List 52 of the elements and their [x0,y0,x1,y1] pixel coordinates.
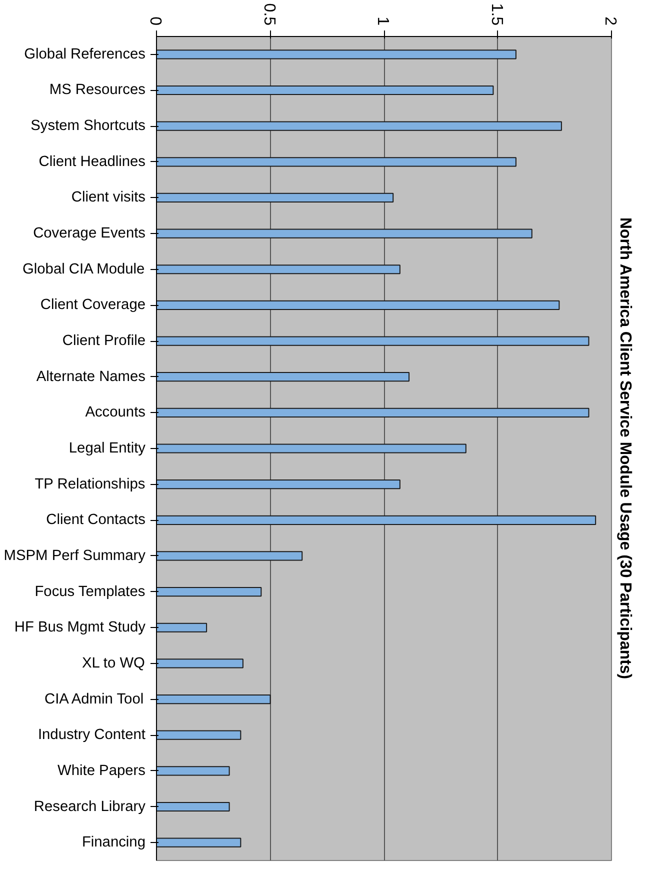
x-tick-label: 1 [374,16,391,26]
y-tick-label: Global References [24,46,146,62]
y-tick-label: Alternate Names [36,368,146,385]
x-tick-label: 2 [602,16,618,26]
bar [156,587,262,597]
y-tick-label: Legal Entity [68,440,146,456]
bar [156,622,208,632]
y-tick-label: Financing [82,834,146,851]
y-tick-label: Client visits [71,190,146,206]
y-tick-label: Global CIA Module [22,261,145,278]
y-tick-label: Coverage Events [33,226,146,242]
bar [156,264,400,274]
bar [156,85,494,96]
bar [156,157,516,167]
y-tick-label: MSPM Perf Summary [4,548,146,564]
bar [156,192,394,203]
y-tick-label: CIA Admin Tool [44,691,144,708]
y-tick-label: Client Coverage [40,297,146,314]
bar [156,50,516,60]
y-tick-label: Accounts [85,404,146,421]
bar [156,658,244,668]
y-tick-label: MS Resources [49,82,146,98]
text: North America Client Service Module Usage (30 Participants) [616,217,634,680]
bar [156,300,560,310]
y-tick-label: Client Headlines [38,154,146,170]
bar [156,802,230,812]
bar [156,515,596,525]
y-tick-label: Client Profile [62,333,146,350]
bar [156,730,242,740]
bar [156,228,532,238]
bar [156,480,400,490]
bar [156,444,466,454]
x-tick-label: 0.5 [260,3,278,26]
y-tick-label: TP Relationships [34,476,146,492]
x-tick-label: 0 [146,16,164,26]
bar [156,121,562,131]
bar [156,838,242,848]
bar [156,372,410,382]
y-tick-label: Industry Content [38,727,146,744]
y-tick-label: Research Library [34,798,146,815]
y-tick-label: Focus Templates [34,584,146,600]
bar [156,766,230,776]
y-tick-label: White Papers [58,762,146,779]
bar [156,694,271,704]
y-tick-label: XL to WQ [82,655,145,672]
x-tick-label: 1.5 [488,3,505,26]
bar [156,408,590,418]
y-tick-label: HF Bus Mgmt Study [14,620,146,636]
y-tick-label: Client Contacts [46,512,146,528]
y-tick-label: System Shortcuts [30,118,146,134]
bar [156,336,590,346]
bar [156,551,303,561]
